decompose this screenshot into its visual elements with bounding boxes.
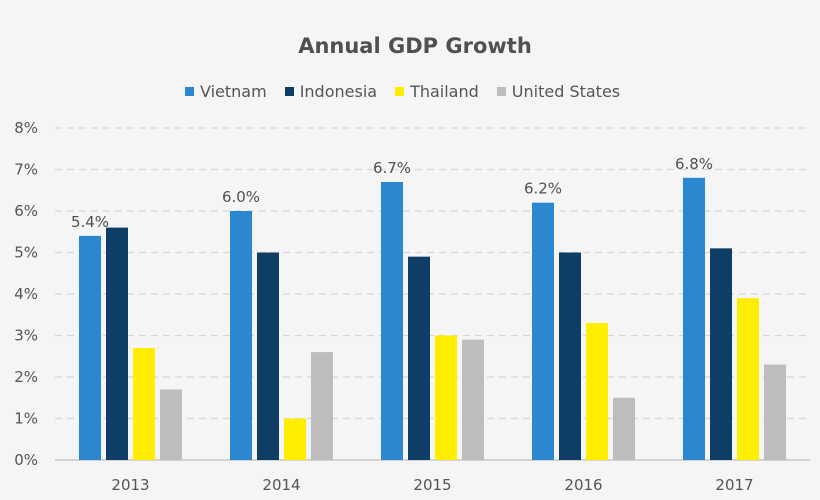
bar-thailand [284,418,306,460]
data-label: 6.0% [222,188,260,206]
bar-indonesia [559,252,581,460]
x-tick-label: 2014 [262,476,300,494]
legend-label-indonesia: Indonesia [299,81,378,101]
bar-thailand [737,298,759,460]
legend-label-thailand: Thailand [410,81,479,101]
bar-indonesia [106,227,128,460]
legend-swatch-united-states [496,86,506,96]
bar-indonesia [257,252,279,460]
x-tick-label: 2015 [413,476,451,494]
y-tick-label: 4% [14,285,38,303]
x-tick-label: 2017 [715,476,753,494]
bar-united-states [764,364,786,460]
bar-vietnam [79,235,101,460]
bar-thailand [133,347,155,460]
legend-item-thailand: Thailand [395,82,479,101]
y-tick-label: 6% [14,202,38,220]
legend-swatch-vietnam [185,86,194,96]
y-tick-label: 8% [14,119,38,137]
y-tick-label: 3% [14,327,38,345]
bar-indonesia [408,256,430,460]
y-tick-label: 5% [14,244,38,262]
bar-vietnam [230,211,252,460]
data-label: 6.8% [675,155,713,173]
data-label: 6.7% [373,159,411,177]
x-tick-label: 2013 [111,476,149,494]
bar-vietnam [683,177,705,461]
x-tick-label: 2016 [564,476,602,494]
y-tick-label: 1% [14,410,38,428]
bar-thailand [586,323,608,460]
chart-title: Annual GDP Growth [298,34,532,58]
y-tick-label: 7% [14,161,38,179]
data-label: 6.2% [524,180,562,198]
data-label: 5.4% [71,213,109,231]
legend-item-indonesia: Indonesia [284,81,378,101]
legend-label-united-states: United States [511,81,621,101]
chart-legend: Vietnam Indonesia Thailand United States [185,80,620,102]
bar-united-states [462,339,484,460]
bar-thailand [435,335,457,460]
legend-label-vietnam: Vietnam [200,81,267,101]
bar-united-states [613,397,635,460]
bar-indonesia [710,248,732,460]
bar-vietnam [532,202,554,460]
y-tick-label: 2% [14,368,38,386]
bar-united-states [160,389,182,460]
legend-swatch-thailand [395,86,405,96]
bar-vietnam [381,181,403,460]
legend-item-united-states: United States [496,81,621,101]
bar-united-states [311,352,333,460]
y-tick-label: 0% [14,451,38,469]
legend-item-vietnam: Vietnam [185,82,267,101]
legend-swatch-indonesia [284,86,294,96]
